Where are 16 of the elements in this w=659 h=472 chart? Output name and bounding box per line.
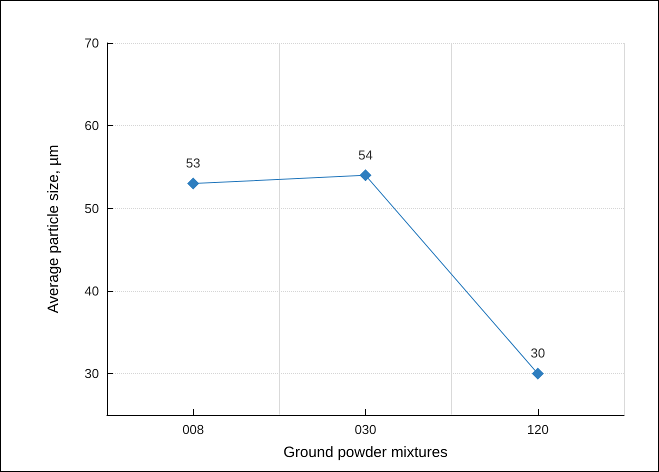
point: [360, 169, 372, 182]
x-tick-label: 120: [526, 422, 549, 437]
y-tick-label: 40: [84, 284, 99, 298]
x-tick-label: 030: [354, 422, 376, 437]
data-label: 53: [186, 156, 200, 171]
y-tick-label: 30: [84, 366, 99, 382]
y-tick-label: 70: [84, 36, 99, 50]
y-tick-label: 60: [84, 118, 99, 134]
y-tick-label: 50: [84, 200, 99, 216]
x-tick-label: 008: [182, 422, 204, 437]
point: [187, 178, 200, 190]
x-axis-title: Ground powder mixtures: [283, 444, 448, 461]
y-axis-title: Average particle size, µm: [45, 144, 62, 314]
data-label: 30: [530, 346, 546, 361]
point: [532, 368, 544, 380]
data-label: 54: [358, 147, 373, 162]
